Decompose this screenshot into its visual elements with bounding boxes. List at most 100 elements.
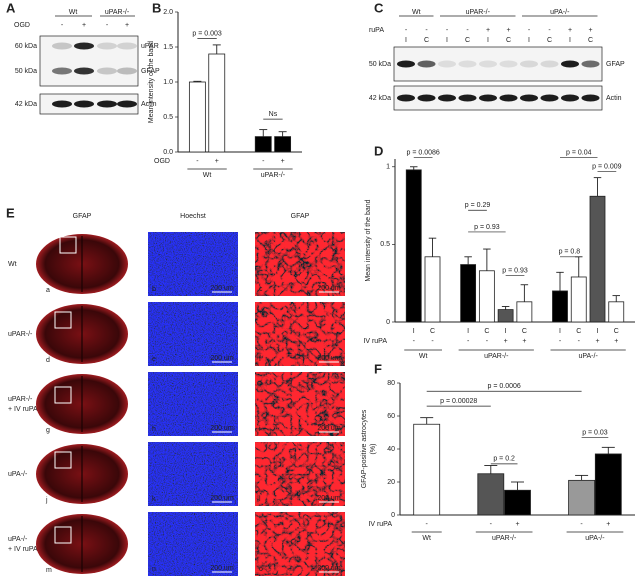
x-tick-label: C (430, 328, 435, 335)
panel-letter: F (374, 361, 382, 376)
x-tick-label: C (614, 328, 619, 335)
group-label: Wt (419, 353, 428, 360)
row-label: uPA-/- (8, 536, 28, 543)
y-axis-label: GFAP-positive astrocytes (361, 409, 368, 488)
y-tick-label: 1.0 (163, 79, 173, 86)
x-tick-label: - (196, 158, 199, 165)
y-axis-label: Mean intensity of the band (365, 199, 372, 281)
row-label: uPA-/- (8, 471, 28, 478)
bar (568, 479, 595, 516)
lane-label: C (424, 37, 429, 44)
treatment-label: + (614, 338, 618, 345)
panel-letter: E (6, 205, 15, 220)
bar (208, 53, 226, 153)
band (540, 94, 559, 102)
bar (516, 301, 533, 323)
band (52, 42, 72, 50)
scale-label: 200 um (317, 285, 341, 292)
panel-letter: C (374, 0, 384, 15)
bar (274, 136, 292, 153)
group-label: Wt (412, 9, 421, 16)
mw-label: 42 kDa (15, 101, 37, 108)
band (97, 67, 117, 75)
x-tick-label: + (515, 521, 519, 528)
row-label: OGD (14, 22, 30, 29)
image-letter: i (259, 426, 261, 433)
band (74, 100, 94, 108)
band (561, 60, 579, 68)
annotation: p = 0.0006 (488, 383, 521, 390)
bar (589, 195, 606, 323)
annotation: p = 0.00028 (440, 398, 477, 405)
y-axis-label: (%) (370, 444, 377, 455)
annotation: p = 0.8 (559, 249, 581, 256)
bar (413, 423, 441, 516)
band (479, 60, 497, 68)
annotation: p = 0.009 (592, 163, 621, 170)
treatment-label: - (467, 338, 470, 345)
micrograph (255, 512, 345, 576)
y-tick-label: 0.5 (163, 114, 173, 121)
image-letter: k (152, 496, 156, 503)
group-label: uPA-/- (550, 9, 570, 16)
roi-box (54, 386, 72, 404)
x-tick-label: - (426, 521, 429, 528)
mw-label: 60 kDa (15, 43, 37, 50)
treatment-label: - (425, 27, 428, 34)
protein-label: GFAP (141, 68, 160, 75)
column-header: Hoechst (180, 213, 206, 220)
group-label: uPAR-/- (105, 9, 130, 16)
band (117, 42, 137, 50)
band (581, 60, 600, 68)
band (499, 60, 518, 68)
y-tick-label: 40 (387, 446, 395, 453)
micrograph (255, 442, 345, 506)
column-header: GFAP (291, 213, 310, 220)
lane-label: I (487, 37, 489, 44)
x-tick-label: - (580, 521, 583, 528)
treatment-label: + (595, 338, 599, 345)
scale-label: 200 um (317, 565, 341, 572)
treatment-label: - (431, 338, 434, 345)
scale-label: 200 um (210, 565, 234, 572)
treatment-label: - (548, 27, 551, 34)
band (97, 100, 117, 108)
panel-letter: D (374, 143, 383, 158)
mw-label: 50 kDa (15, 68, 37, 75)
band (520, 60, 538, 68)
image-letter: g (46, 427, 50, 434)
annotation: p = 0.003 (192, 30, 221, 37)
scale-label: 200 um (317, 425, 341, 432)
treatment-label: + (506, 27, 510, 34)
group-label: Wt (69, 9, 78, 16)
x-tick-label: C (576, 328, 581, 335)
panel-letter: B (152, 0, 161, 15)
lane-label: C (465, 37, 470, 44)
micrograph (148, 232, 238, 296)
group-label: uPAR-/- (484, 353, 509, 360)
protein-label: GFAP (606, 61, 625, 68)
micrograph (148, 372, 238, 436)
image-letter: l (259, 496, 261, 503)
lane-label: I (405, 37, 407, 44)
x-tick-label: I (559, 328, 561, 335)
band (438, 94, 456, 102)
band (74, 42, 94, 50)
row-label: IV ruPA (368, 521, 392, 528)
lane-label: C (506, 37, 511, 44)
bar (594, 453, 622, 516)
lane-label: C (547, 37, 552, 44)
band (540, 60, 559, 68)
bar (424, 256, 441, 323)
x-tick-label: I (505, 328, 507, 335)
band (74, 67, 94, 75)
x-tick-label: C (522, 328, 527, 335)
treatment-label: + (504, 338, 508, 345)
y-tick-label: 1 (386, 164, 390, 171)
band (52, 100, 72, 108)
row-label: IV ruPA (363, 338, 387, 345)
y-tick-label: 20 (387, 479, 395, 486)
bar (460, 264, 477, 323)
band (117, 67, 137, 75)
annotation: p = 0.04 (566, 149, 592, 156)
